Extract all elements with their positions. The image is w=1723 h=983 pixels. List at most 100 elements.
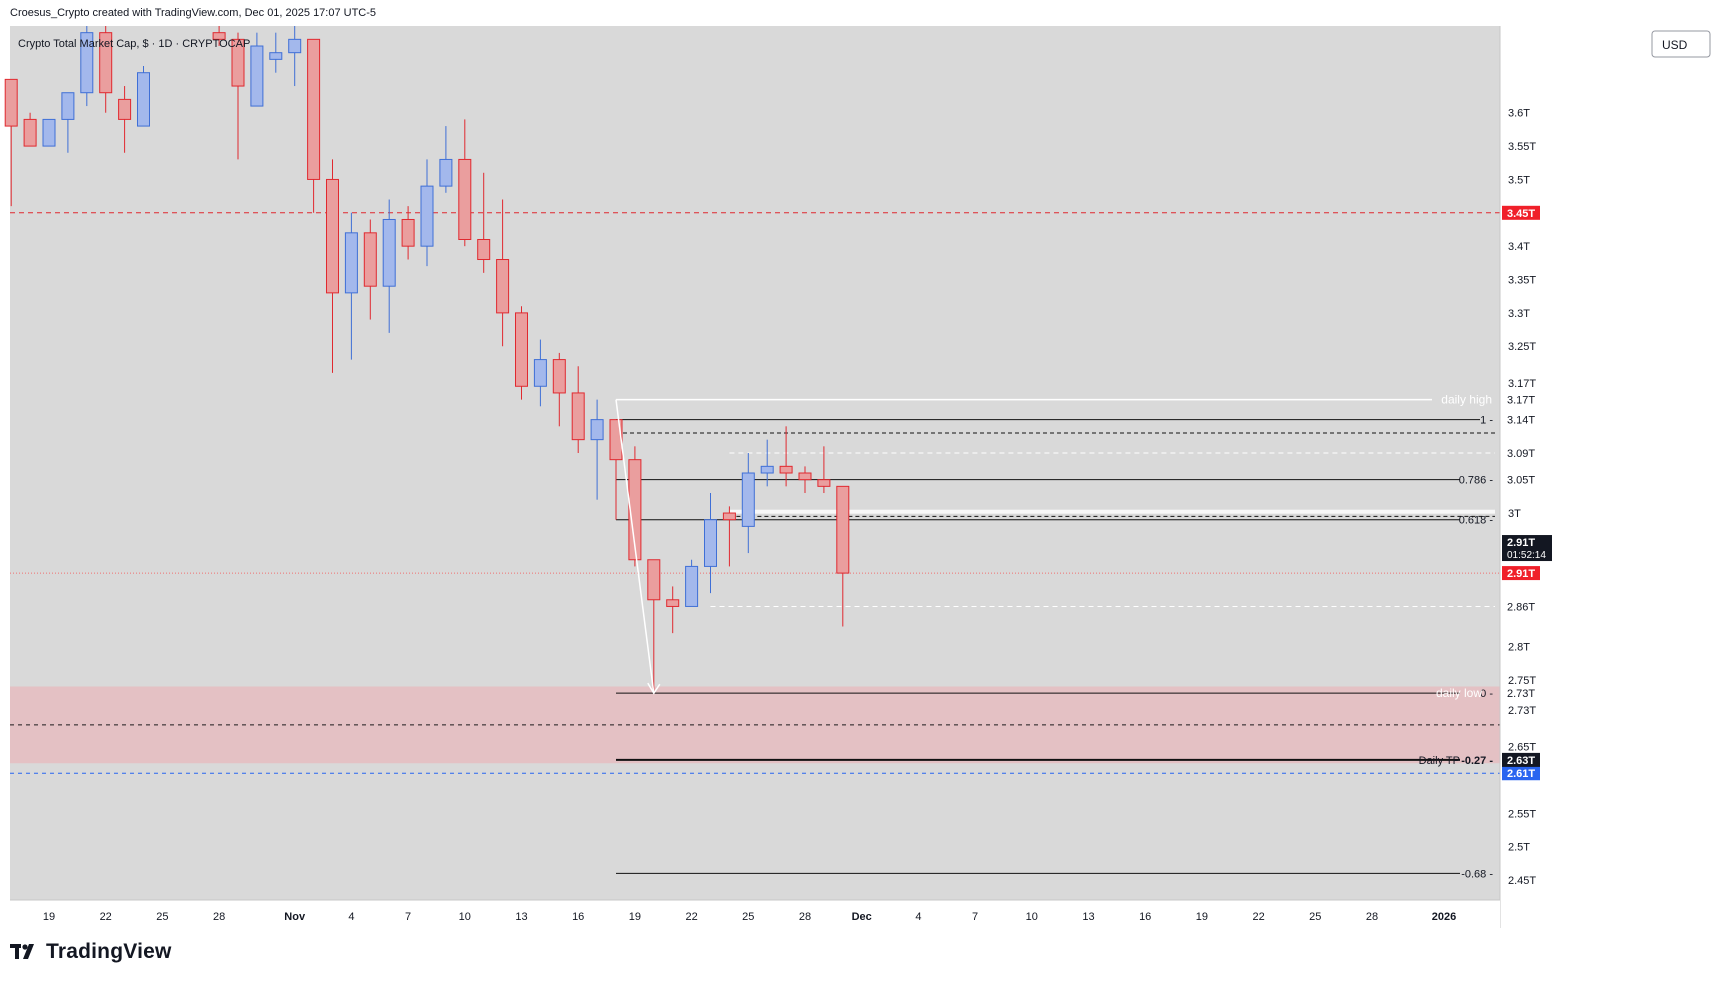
candle[interactable]	[137, 66, 150, 127]
candle[interactable]	[760, 439, 774, 487]
time-tick-label: 16	[572, 911, 584, 923]
candle[interactable]	[798, 466, 812, 494]
arrow-head	[647, 682, 661, 695]
candle[interactable]	[685, 559, 699, 607]
candle-body	[269, 52, 283, 60]
candle[interactable]	[647, 559, 661, 694]
fib-drag-arrow	[615, 399, 655, 694]
price-tick-label: 3.4T	[1508, 241, 1530, 253]
currency-button[interactable]	[1651, 30, 1711, 58]
candle-body	[420, 185, 434, 247]
candle[interactable]	[231, 32, 245, 160]
candle[interactable]	[817, 446, 831, 494]
time-axis-panel[interactable]	[10, 900, 1500, 928]
brand: TradingView	[10, 940, 172, 964]
fib-0-badge	[1502, 686, 1540, 701]
candle[interactable]	[477, 172, 491, 273]
candle[interactable]	[23, 112, 37, 147]
candle-body	[401, 218, 415, 247]
candle-body	[80, 32, 94, 94]
countdown-text: 01:52:14	[1507, 550, 1546, 561]
candle[interactable]	[288, 26, 302, 87]
candle[interactable]	[741, 452, 755, 554]
resistance-badge-text: 3.45T	[1507, 208, 1535, 220]
price-tick-label: 3.25T	[1508, 341, 1536, 353]
time-tick-label: 13	[1082, 911, 1094, 923]
candle-body	[382, 218, 396, 287]
candle[interactable]	[250, 32, 264, 107]
daily-tp-badge	[1502, 752, 1540, 767]
daily-high-badge	[1502, 392, 1540, 407]
candle[interactable]	[704, 493, 717, 594]
candle[interactable]	[552, 352, 566, 427]
fib-level-label: -0.27 -	[1461, 755, 1493, 767]
time-tick-label: 7	[405, 911, 411, 923]
candle[interactable]	[533, 339, 547, 407]
time-tick-label: 7	[972, 911, 978, 923]
candle[interactable]	[118, 86, 132, 153]
candle[interactable]	[99, 26, 113, 113]
candle[interactable]	[666, 586, 680, 634]
fib-level-label: 0.618 -	[1459, 515, 1494, 527]
daily-tp-badge-text: 2.63T	[1507, 755, 1535, 767]
candle[interactable]	[326, 159, 339, 373]
candle[interactable]	[590, 399, 604, 500]
candle[interactable]	[212, 26, 226, 47]
candle[interactable]	[61, 92, 75, 153]
candle-body	[515, 312, 528, 387]
candle[interactable]	[269, 32, 283, 73]
candle[interactable]	[779, 426, 793, 487]
fib-0786-badge	[1502, 472, 1540, 487]
candle[interactable]	[609, 419, 623, 520]
candle-body	[741, 472, 755, 527]
candle-body	[609, 419, 623, 461]
candle-body	[288, 38, 302, 54]
candle[interactable]	[571, 366, 585, 453]
candle[interactable]	[515, 306, 528, 400]
candle[interactable]	[307, 38, 321, 213]
overlay-layer	[615, 399, 661, 695]
candle[interactable]	[420, 159, 434, 267]
time-tick-label: 22	[1252, 911, 1264, 923]
candle[interactable]	[722, 506, 736, 567]
candle[interactable]	[439, 126, 453, 193]
candles-layer[interactable]	[4, 26, 850, 694]
candle[interactable]	[382, 199, 396, 333]
candle[interactable]	[363, 219, 377, 320]
time-tick-label: Nov	[284, 911, 306, 923]
level-badge	[1502, 599, 1540, 614]
daily-low-label: daily low	[1436, 686, 1482, 700]
last-price-badge	[1502, 535, 1552, 562]
candle[interactable]	[628, 446, 642, 567]
candle[interactable]	[344, 212, 358, 360]
candle[interactable]	[836, 485, 850, 627]
candle-body	[533, 359, 547, 387]
time-tick-label: 19	[629, 911, 641, 923]
candle-body	[439, 158, 453, 187]
time-tick-label: 4	[915, 911, 921, 923]
time-tick-label: 28	[213, 911, 225, 923]
candle[interactable]	[4, 78, 18, 207]
candle[interactable]	[458, 119, 472, 247]
candle-body	[647, 559, 661, 601]
support-badge-text: 2.61T	[1507, 768, 1535, 780]
candle-body	[836, 485, 850, 574]
price-extra-label: 3.17T	[1508, 378, 1536, 390]
fib-1-badge	[1502, 412, 1540, 427]
candle-body	[722, 512, 736, 521]
price-tick-label: 2.75T	[1508, 675, 1536, 687]
time-tick-label: 28	[1366, 911, 1378, 923]
time-tick-label: 4	[348, 911, 354, 923]
candle-body	[118, 98, 132, 120]
level-badge-text: 2.86T	[1507, 601, 1535, 613]
candle-body	[552, 359, 566, 394]
candle[interactable]	[401, 206, 415, 260]
candle[interactable]	[80, 26, 94, 107]
candle-body	[685, 565, 699, 607]
candle[interactable]	[496, 199, 510, 347]
fib-0-badge-text: 2.73T	[1507, 688, 1535, 700]
price-tick-label: 3.6T	[1508, 108, 1530, 120]
time-tick-label: 25	[742, 911, 754, 923]
candle[interactable]	[42, 118, 56, 147]
